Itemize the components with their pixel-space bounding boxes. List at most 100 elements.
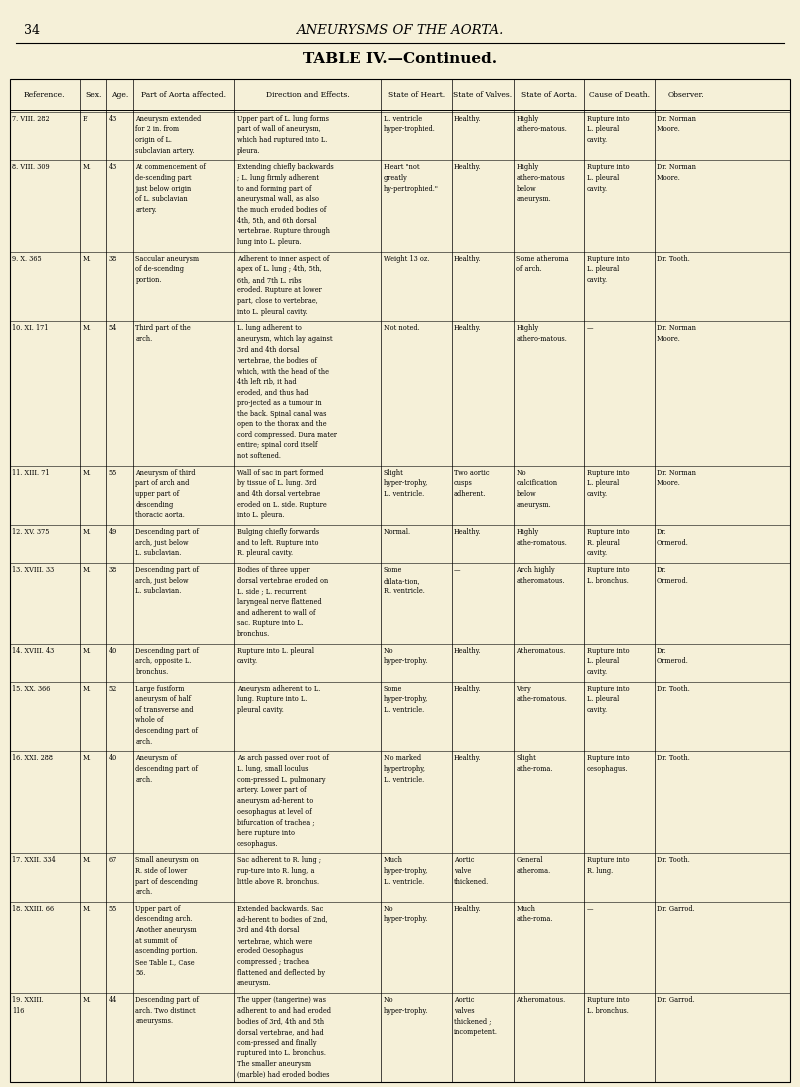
Text: below: below: [516, 185, 536, 192]
Text: M.: M.: [82, 685, 91, 692]
Text: athe-romatous.: athe-romatous.: [516, 696, 567, 703]
Text: into L. pleura.: into L. pleura.: [237, 511, 284, 520]
Text: Direction and Effects.: Direction and Effects.: [266, 90, 350, 99]
Text: 3rd and 4th dorsal: 3rd and 4th dorsal: [237, 346, 299, 353]
Text: Slight: Slight: [384, 468, 403, 477]
Text: which had ruptured into L.: which had ruptured into L.: [237, 136, 327, 145]
Text: part, close to vertebrae,: part, close to vertebrae,: [237, 297, 318, 305]
Text: rup-ture into R. lung, a: rup-ture into R. lung, a: [237, 866, 314, 875]
Text: arch.: arch.: [135, 776, 153, 784]
Text: Highly: Highly: [516, 324, 538, 333]
Text: Descending part of: Descending part of: [135, 528, 199, 536]
Text: cavity.: cavity.: [237, 658, 258, 665]
Text: R. side of lower: R. side of lower: [135, 866, 188, 875]
Text: hyper-trophy,: hyper-trophy,: [384, 696, 428, 703]
Text: 8. VIII. 309: 8. VIII. 309: [12, 163, 50, 172]
Text: Ormerod.: Ormerod.: [657, 658, 689, 665]
Text: M.: M.: [82, 754, 91, 762]
Text: —: —: [586, 904, 593, 913]
Text: Age.: Age.: [111, 90, 128, 99]
Text: M.: M.: [82, 647, 91, 654]
Text: Some: Some: [384, 685, 402, 692]
Text: vertebrae, the bodies of: vertebrae, the bodies of: [237, 357, 317, 364]
Text: L. pleural: L. pleural: [586, 696, 619, 703]
Text: Healthy.: Healthy.: [454, 115, 482, 123]
Text: Healthy.: Healthy.: [454, 254, 482, 263]
Text: and 4th dorsal vertebrae: and 4th dorsal vertebrae: [237, 490, 320, 498]
Text: 19. XXIII.: 19. XXIII.: [12, 996, 44, 1004]
Text: com-pressed L. pulmonary: com-pressed L. pulmonary: [237, 776, 326, 784]
Text: L. pleural: L. pleural: [586, 658, 619, 665]
Text: Very: Very: [516, 685, 531, 692]
Text: bifurcation of trachea ;: bifurcation of trachea ;: [237, 819, 314, 826]
Text: Moore.: Moore.: [657, 174, 681, 182]
Text: 40: 40: [109, 754, 117, 762]
Text: descending: descending: [135, 501, 174, 509]
Text: Descending part of: Descending part of: [135, 647, 199, 654]
Text: L. ventricle.: L. ventricle.: [384, 776, 424, 784]
Text: L. side ; L. recurrent: L. side ; L. recurrent: [237, 587, 306, 596]
Text: No: No: [384, 647, 394, 654]
Text: Healthy.: Healthy.: [454, 685, 482, 692]
Text: de-scending part: de-scending part: [135, 174, 192, 182]
Text: ad-herent to bodies of 2nd,: ad-herent to bodies of 2nd,: [237, 915, 328, 924]
Text: Aortic: Aortic: [454, 857, 474, 864]
Text: pro-jected as a tumour in: pro-jected as a tumour in: [237, 399, 322, 407]
Text: 12. XV. 375: 12. XV. 375: [12, 528, 50, 536]
Text: Moore.: Moore.: [657, 479, 681, 487]
Text: Rupture into: Rupture into: [586, 115, 630, 123]
Text: 34: 34: [24, 24, 40, 37]
Text: ; L. lung firmly adherent: ; L. lung firmly adherent: [237, 174, 319, 182]
Text: TABLE IV.—Continued.: TABLE IV.—Continued.: [303, 52, 497, 66]
Text: M.: M.: [82, 566, 91, 574]
Text: aneurysm, which lay against: aneurysm, which lay against: [237, 335, 333, 343]
Text: No: No: [384, 904, 394, 913]
Text: 44: 44: [109, 996, 117, 1004]
Text: aneurysm.: aneurysm.: [237, 979, 272, 987]
Text: incompetent.: incompetent.: [454, 1028, 498, 1036]
Text: Third part of the: Third part of the: [135, 324, 191, 333]
Text: Rupture into: Rupture into: [586, 685, 630, 692]
Text: 7. VIII. 282: 7. VIII. 282: [12, 115, 50, 123]
Text: Dr. Tooth.: Dr. Tooth.: [657, 254, 690, 263]
Text: bodies of 3rd, 4th and 5th: bodies of 3rd, 4th and 5th: [237, 1017, 324, 1025]
Text: See Table I., Case: See Table I., Case: [135, 958, 195, 966]
Text: oesophagus at level of: oesophagus at level of: [237, 808, 311, 815]
Text: flattened and deflected by: flattened and deflected by: [237, 969, 325, 976]
Text: Large fusiform: Large fusiform: [135, 685, 185, 692]
Text: 17. XXII. 334: 17. XXII. 334: [12, 857, 56, 864]
Text: Aneurysm extended: Aneurysm extended: [135, 115, 202, 123]
Text: M.: M.: [82, 324, 91, 333]
Text: 16. XXI. 288: 16. XXI. 288: [12, 754, 53, 762]
Text: No: No: [384, 996, 394, 1004]
Text: hy-pertrophied.": hy-pertrophied.": [384, 185, 438, 192]
Text: State of Aorta.: State of Aorta.: [521, 90, 577, 99]
Text: pleura.: pleura.: [237, 147, 261, 154]
Text: dilata-tion,: dilata-tion,: [384, 577, 421, 585]
Text: of arch.: of arch.: [516, 265, 542, 273]
Text: dorsal vertebrae eroded on: dorsal vertebrae eroded on: [237, 577, 328, 585]
Text: State of Valves.: State of Valves.: [454, 90, 512, 99]
Text: open to the thorax and the: open to the thorax and the: [237, 421, 326, 428]
Text: Descending part of: Descending part of: [135, 566, 199, 574]
Text: L. bronchus.: L. bronchus.: [586, 577, 629, 585]
Text: 3rd and 4th dorsal: 3rd and 4th dorsal: [237, 926, 299, 934]
Text: 55: 55: [109, 468, 117, 477]
Text: the back. Spinal canal was: the back. Spinal canal was: [237, 410, 326, 417]
Text: R. pleural cavity.: R. pleural cavity.: [237, 549, 293, 558]
Text: The upper (tangerine) was: The upper (tangerine) was: [237, 996, 326, 1004]
Text: adherent.: adherent.: [454, 490, 486, 498]
Text: cord compressed. Dura mater: cord compressed. Dura mater: [237, 430, 337, 439]
Text: M.: M.: [82, 528, 91, 536]
Text: 6th, and 7th L. ribs: 6th, and 7th L. ribs: [237, 276, 302, 284]
Text: aneurysms.: aneurysms.: [135, 1017, 174, 1025]
Text: subclavian artery.: subclavian artery.: [135, 147, 195, 154]
Text: L. pleural: L. pleural: [586, 125, 619, 134]
Text: Rupture into: Rupture into: [586, 163, 630, 172]
Text: arch.: arch.: [135, 738, 153, 746]
Text: Adherent to inner aspect of: Adherent to inner aspect of: [237, 254, 329, 263]
Text: L. subclavian.: L. subclavian.: [135, 549, 182, 558]
Text: Observer.: Observer.: [667, 90, 704, 99]
Text: arch. Two distinct: arch. Two distinct: [135, 1007, 196, 1014]
Text: Some: Some: [384, 566, 402, 574]
